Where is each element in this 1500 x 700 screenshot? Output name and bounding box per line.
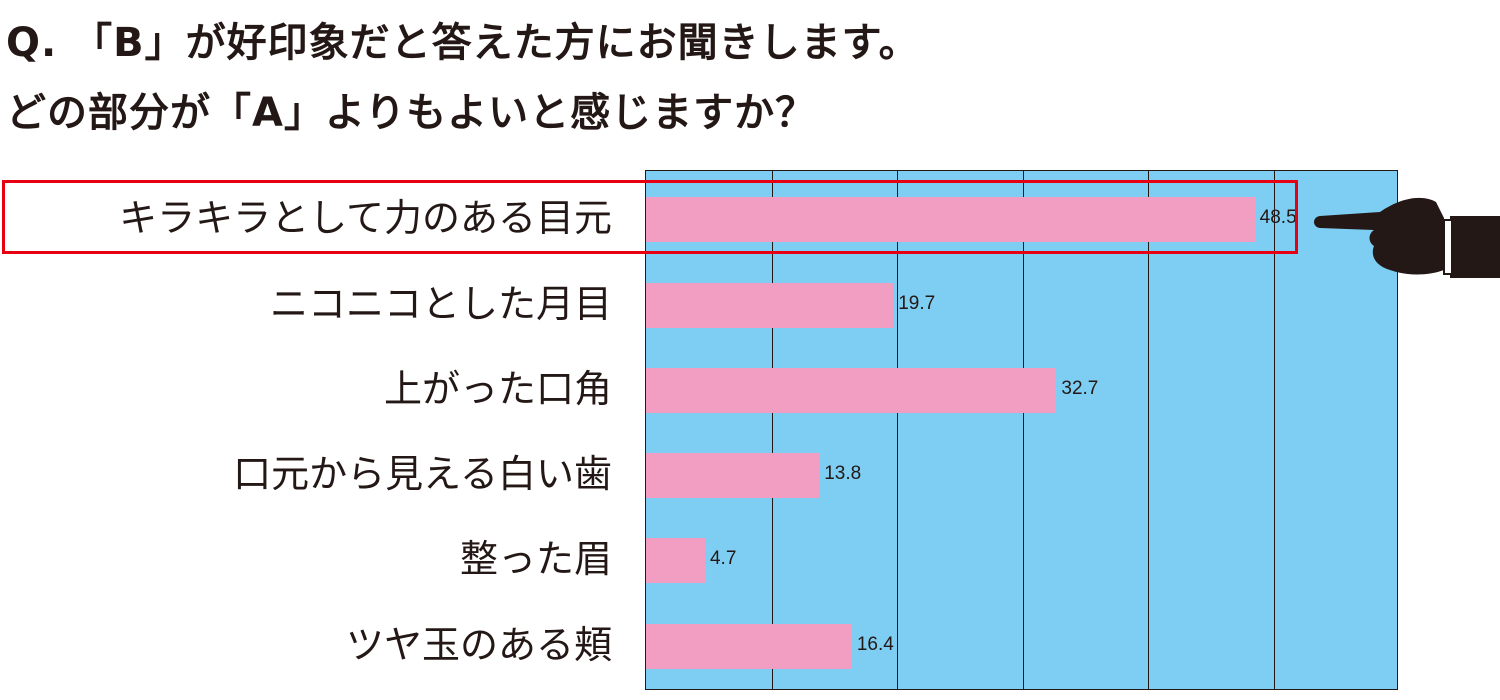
bar xyxy=(646,452,820,498)
category-label: キラキラとして力のある目元 xyxy=(119,196,612,240)
bar xyxy=(646,367,1057,413)
value-label: 32.7 xyxy=(1061,378,1099,399)
bar xyxy=(646,196,1255,242)
gridline xyxy=(1274,171,1275,689)
plot-area xyxy=(645,170,1398,690)
gridline xyxy=(772,171,773,689)
value-label: 13.8 xyxy=(824,463,862,484)
gridline xyxy=(897,171,898,689)
highlight-box xyxy=(2,180,1298,254)
bar xyxy=(646,282,894,328)
bar xyxy=(646,537,705,583)
category-label: 口元から見える白い歯 xyxy=(233,452,612,496)
category-label: ニコニコとした月目 xyxy=(269,282,612,326)
category-label: ツヤ玉のある頬 xyxy=(345,623,612,667)
chart-title-line-2: どの部分が「A」よりもよいと感じますか？ xyxy=(6,90,817,136)
category-label: 上がった口角 xyxy=(383,367,612,411)
category-label: 整った眉 xyxy=(459,537,612,581)
chart-title-line-1: Q. 「B」が好印象だと答えた方にお聞きします。 xyxy=(6,20,920,66)
gridline xyxy=(1023,171,1024,689)
value-label: 19.7 xyxy=(898,293,936,314)
value-label: 4.7 xyxy=(709,548,737,569)
pointing-hand-icon xyxy=(1314,197,1500,278)
value-label: 48.5 xyxy=(1259,207,1297,228)
value-label: 16.4 xyxy=(856,634,894,655)
gridline xyxy=(1148,171,1149,689)
bar xyxy=(646,623,852,669)
